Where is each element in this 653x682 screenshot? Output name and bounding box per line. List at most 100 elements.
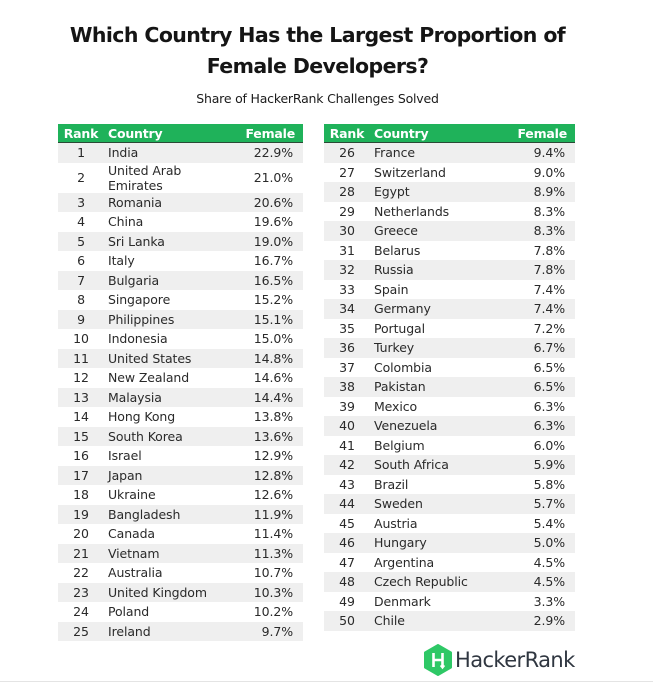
country-cell: Japan	[104, 465, 223, 485]
table-row: 5 Sri Lanka 19.0%	[58, 231, 303, 251]
female-share-cell: 5.8%	[495, 474, 575, 494]
country-cell: Belgium	[370, 435, 495, 455]
female-share-cell: 11.9%	[223, 504, 303, 524]
rank-cell: 44	[324, 494, 370, 514]
table-row: 16 Israel 12.9%	[58, 446, 303, 466]
female-share-cell: 12.6%	[223, 485, 303, 505]
country-cell: Greece	[370, 221, 495, 241]
female-share-cell: 9.4%	[495, 142, 575, 163]
table-body-left: 1 India 22.9% 2 United Arab Emirates 21.0% 3 Ro…	[58, 142, 303, 641]
table-row: 37 Colombia 6.5%	[324, 357, 575, 377]
country-cell: United Arab Emirates	[104, 162, 223, 193]
country-cell: Austria	[370, 513, 495, 533]
country-cell: Bulgaria	[104, 270, 223, 290]
table-row: 38 Pakistan 6.5%	[324, 377, 575, 397]
rank-cell: 17	[58, 465, 104, 485]
female-share-cell: 8.9%	[495, 182, 575, 202]
country-cell: Denmark	[370, 591, 495, 611]
country-cell: Australia	[104, 563, 223, 583]
rank-cell: 39	[324, 396, 370, 416]
country-cell: Russia	[370, 260, 495, 280]
rank-cell: 46	[324, 533, 370, 553]
female-share-cell: 15.1%	[223, 309, 303, 329]
rank-cell: 49	[324, 591, 370, 611]
female-share-cell: 14.6%	[223, 368, 303, 388]
table-row: 10 Indonesia 15.0%	[58, 329, 303, 349]
female-share-cell: 15.2%	[223, 290, 303, 310]
header-rank: Rank	[324, 124, 370, 143]
table-row: 43 Brazil 5.8%	[324, 474, 575, 494]
female-share-cell: 16.7%	[223, 251, 303, 271]
rank-cell: 6	[58, 251, 104, 271]
header-country: Country	[370, 124, 495, 143]
rank-cell: 36	[324, 338, 370, 358]
table-row: 4 China 19.6%	[58, 212, 303, 232]
female-share-cell: 7.4%	[495, 299, 575, 319]
rank-cell: 48	[324, 572, 370, 592]
country-cell: China	[104, 212, 223, 232]
female-share-cell: 4.5%	[495, 572, 575, 592]
female-share-cell: 20.6%	[223, 192, 303, 212]
country-cell: Brazil	[370, 474, 495, 494]
country-cell: Sri Lanka	[104, 231, 223, 251]
country-cell: Philippines	[104, 309, 223, 329]
table-row: 27 Switzerland 9.0%	[324, 162, 575, 182]
rank-cell: 11	[58, 348, 104, 368]
table-row: 44 Sweden 5.7%	[324, 494, 575, 514]
table-row: 12 New Zealand 14.6%	[58, 368, 303, 388]
country-cell: Belarus	[370, 240, 495, 260]
female-share-cell: 5.4%	[495, 513, 575, 533]
rank-cell: 42	[324, 455, 370, 475]
header-rank: Rank	[58, 124, 104, 143]
female-share-cell: 7.8%	[495, 240, 575, 260]
table-row: 30 Greece 8.3%	[324, 221, 575, 241]
country-cell: Vietnam	[104, 543, 223, 563]
country-cell: Canada	[104, 524, 223, 544]
female-share-cell: 5.0%	[495, 533, 575, 553]
country-cell: France	[370, 142, 495, 163]
country-cell: Singapore	[104, 290, 223, 310]
female-share-cell: 6.5%	[495, 377, 575, 397]
female-share-cell: 9.0%	[495, 162, 575, 182]
title-line-1: Which Country Has the Largest Proportion…	[69, 23, 566, 47]
rank-cell: 25	[58, 621, 104, 641]
female-share-cell: 6.3%	[495, 416, 575, 436]
country-cell: Sweden	[370, 494, 495, 514]
table-row: 24 Poland 10.2%	[58, 602, 303, 622]
table-row: 15 South Korea 13.6%	[58, 426, 303, 446]
rank-cell: 24	[58, 602, 104, 622]
header-female: Female	[495, 124, 575, 143]
rank-cell: 18	[58, 485, 104, 505]
country-cell: Hungary	[370, 533, 495, 553]
rank-cell: 10	[58, 329, 104, 349]
country-cell: United Kingdom	[104, 582, 223, 602]
female-share-cell: 14.4%	[223, 387, 303, 407]
country-cell: Switzerland	[370, 162, 495, 182]
logo-wordmark: HackerRank	[455, 648, 575, 672]
rank-cell: 23	[58, 582, 104, 602]
country-cell: Chile	[370, 611, 495, 631]
female-share-cell: 11.4%	[223, 524, 303, 544]
table-row: 11 United States 14.8%	[58, 348, 303, 368]
rank-cell: 9	[58, 309, 104, 329]
female-share-cell: 7.8%	[495, 260, 575, 280]
table-row: 46 Hungary 5.0%	[324, 533, 575, 553]
table-row: 3 Romania 20.6%	[58, 192, 303, 212]
female-share-cell: 13.8%	[223, 407, 303, 427]
female-share-cell: 8.3%	[495, 221, 575, 241]
country-cell: Mexico	[370, 396, 495, 416]
rank-cell: 21	[58, 543, 104, 563]
rank-cell: 12	[58, 368, 104, 388]
rank-cell: 45	[324, 513, 370, 533]
ranking-table-right: Rank Country Female 26 France 9.4% 27 Switze…	[324, 124, 575, 631]
rank-cell: 7	[58, 270, 104, 290]
table-row: 20 Canada 11.4%	[58, 524, 303, 544]
rank-cell: 34	[324, 299, 370, 319]
rank-cell: 15	[58, 426, 104, 446]
female-share-cell: 16.5%	[223, 270, 303, 290]
chart-title: Which Country Has the Largest Proportion…	[0, 20, 635, 82]
ranking-table-left: Rank Country Female 1 India 22.9% 2 United A…	[58, 124, 303, 641]
country-cell: Romania	[104, 192, 223, 212]
rank-cell: 50	[324, 611, 370, 631]
rank-cell: 3	[58, 192, 104, 212]
